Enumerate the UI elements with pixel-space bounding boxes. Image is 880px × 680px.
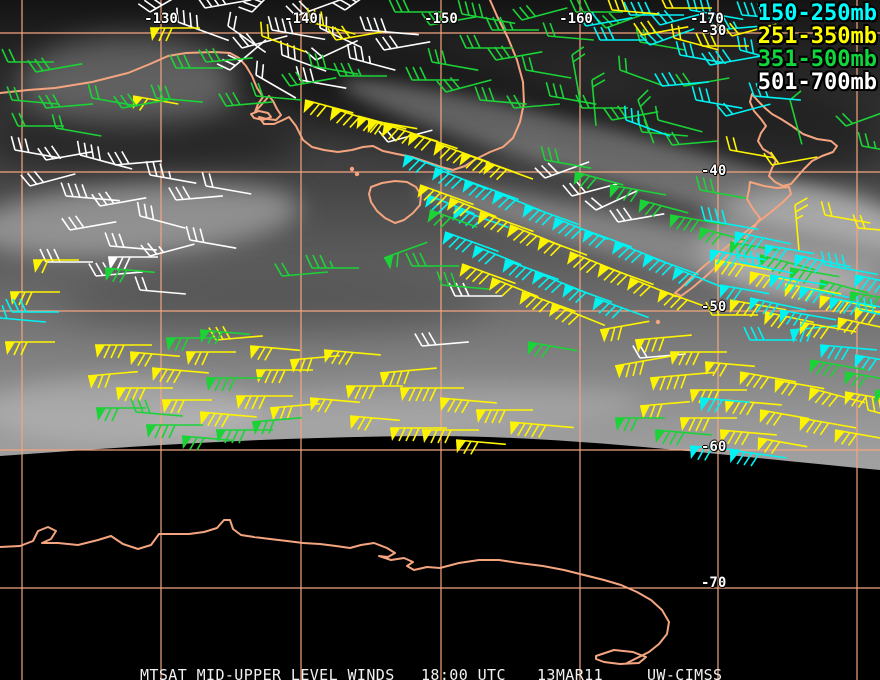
coast-nz_south_island xyxy=(674,181,792,297)
earth-limb xyxy=(0,436,880,680)
caption-source: UW-CIMSS xyxy=(647,666,723,680)
caption-time: 18:00 UTC xyxy=(421,666,506,680)
pressure-level-legend: 150-250mb 251-350mb 351-500mb 501-700mb xyxy=(758,2,877,94)
longitude-label: -130 xyxy=(144,11,178,27)
latitude-label: -30 xyxy=(701,23,727,39)
longitude-label: -140 xyxy=(284,11,318,27)
coast-australia_south_coast xyxy=(0,0,525,171)
legend-item-501-700mb: 501-700mb xyxy=(757,70,877,95)
coast-kangaroo_island xyxy=(250,110,272,121)
longitude-label: -160 xyxy=(559,11,593,27)
coast-nz_north_island xyxy=(749,93,838,187)
legend-item-351-500mb: 351-500mb xyxy=(757,47,877,72)
dry-slot-patch xyxy=(60,275,490,335)
latitude-label: -70 xyxy=(701,575,727,591)
coast-antarctica xyxy=(0,519,670,664)
wind-barbs xyxy=(0,0,880,467)
latitude-label: -60 xyxy=(701,439,727,455)
coast-coast_islet xyxy=(595,649,647,665)
latitude-label: -50 xyxy=(701,299,727,315)
latitude-label: -40 xyxy=(701,163,727,179)
longitude-label: -150 xyxy=(424,11,458,27)
dry-slot-patch xyxy=(0,115,300,173)
legend-item-150-250mb: 150-250mb xyxy=(757,1,877,26)
longitude-label: -170 xyxy=(690,11,724,27)
caption-date: 13MAR11 xyxy=(537,666,604,680)
caption-product: MTSAT MID-UPPER LEVEL WINDS xyxy=(140,666,395,680)
legend-item-251-350mb: 251-350mb xyxy=(757,24,877,49)
coastlines xyxy=(0,0,838,665)
coast-tasmania xyxy=(368,180,422,224)
